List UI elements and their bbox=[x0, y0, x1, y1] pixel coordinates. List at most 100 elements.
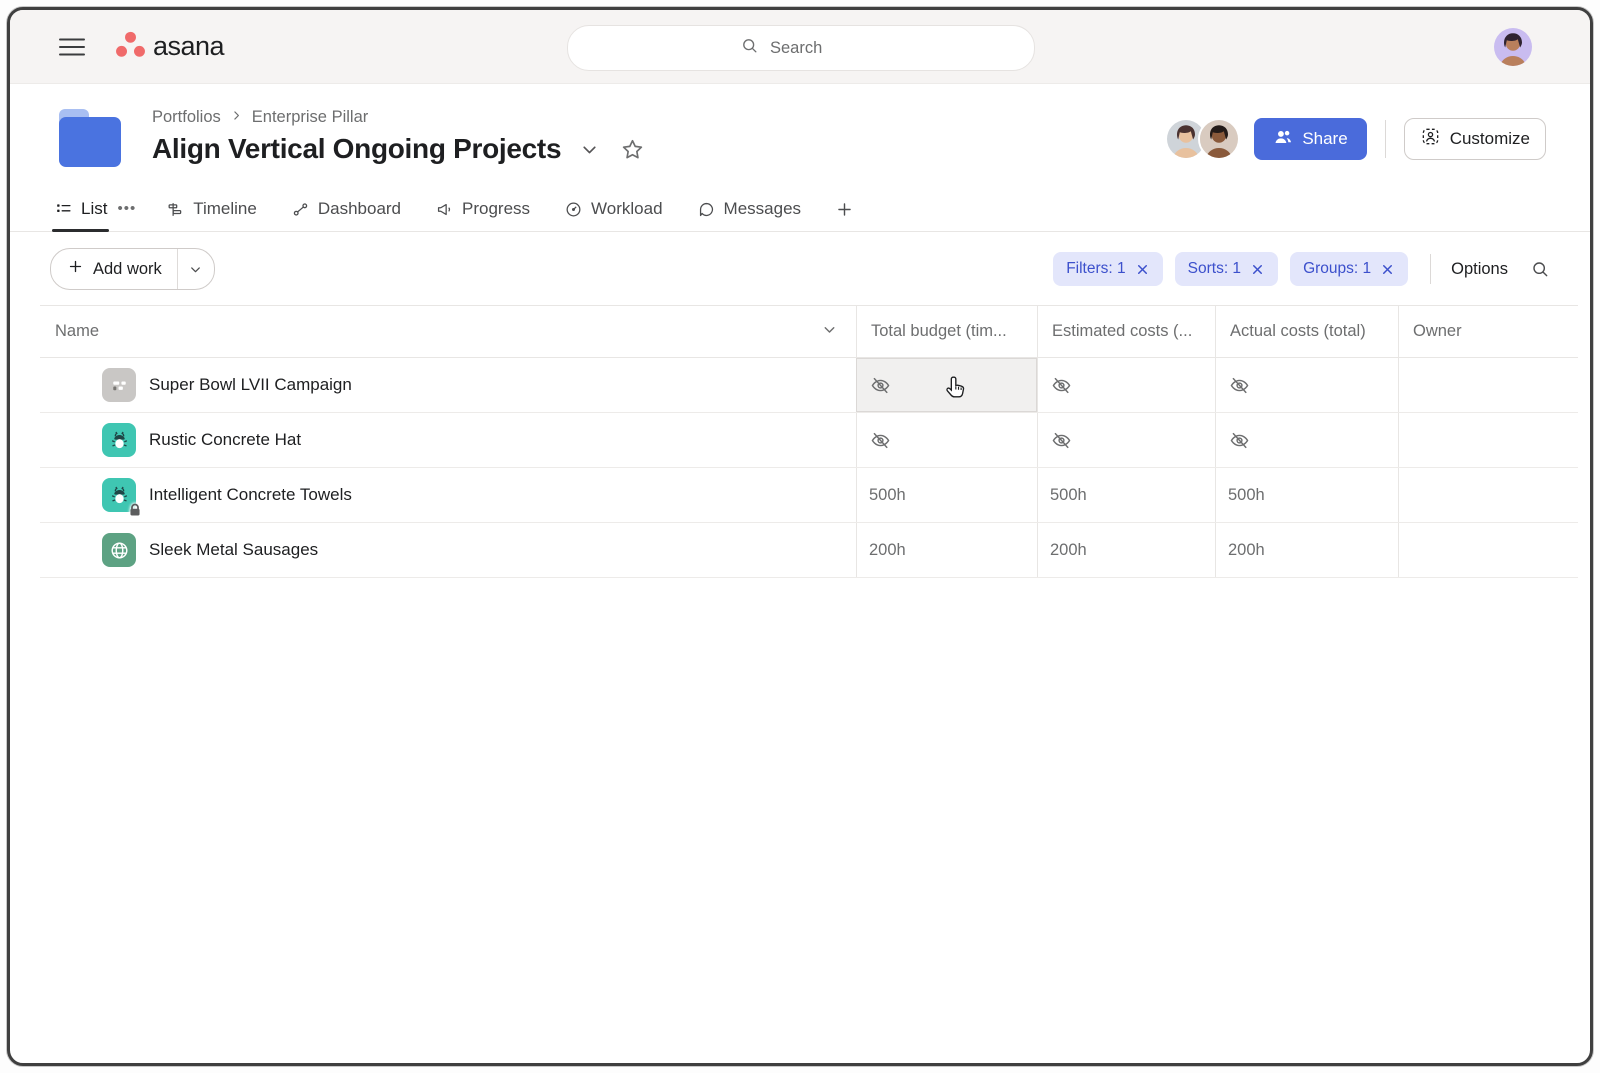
projects-table: Name Total budget (tim... Estimated cost… bbox=[40, 305, 1578, 578]
name-column-chevron-icon[interactable] bbox=[821, 321, 838, 343]
header-divider bbox=[1384, 120, 1386, 158]
project-name-cell[interactable]: Super Bowl LVII Campaign bbox=[40, 358, 856, 412]
tab-timeline[interactable]: Timeline bbox=[166, 199, 257, 231]
customize-button-label: Customize bbox=[1449, 129, 1530, 148]
column-header-owner[interactable]: Owner bbox=[1398, 306, 1578, 357]
share-button-label: Share bbox=[1302, 129, 1348, 148]
total-budget-cell[interactable] bbox=[856, 358, 1037, 412]
project-name-cell[interactable]: Rustic Concrete Hat bbox=[40, 413, 856, 467]
table-row[interactable]: Intelligent Concrete Towels 500h 500h 500h bbox=[40, 468, 1578, 523]
total-budget-cell[interactable]: 200h bbox=[856, 523, 1037, 577]
tab-list[interactable]: List bbox=[51, 199, 110, 232]
column-header-name[interactable]: Name bbox=[40, 306, 856, 357]
breadcrumb-portfolios[interactable]: Portfolios bbox=[152, 108, 221, 126]
asana-logo-text: asana bbox=[153, 31, 225, 61]
hidden-value-eye-slash-icon bbox=[869, 429, 892, 452]
chip-label: Groups: 1 bbox=[1303, 260, 1372, 277]
actual-costs-cell[interactable]: 200h bbox=[1215, 523, 1398, 577]
actual-costs-cell[interactable] bbox=[1215, 413, 1398, 467]
page-title: Align Vertical Ongoing Projects bbox=[152, 133, 562, 164]
toolbar: Add work Filters: 1 Sorts: 1 Groups: 1 Opt… bbox=[10, 245, 1590, 293]
chip-close-icon[interactable] bbox=[1135, 262, 1150, 277]
asana-logo[interactable]: asana bbox=[114, 29, 225, 65]
search-bar[interactable] bbox=[567, 25, 1035, 71]
tab-label: Messages bbox=[723, 199, 802, 218]
total-budget-cell[interactable] bbox=[856, 413, 1037, 467]
options-button[interactable]: Options bbox=[1441, 254, 1518, 285]
timeline-project-icon bbox=[102, 368, 136, 402]
customize-button[interactable]: Customize bbox=[1403, 118, 1546, 160]
search-icon bbox=[740, 36, 759, 60]
tab-label: Workload bbox=[591, 199, 663, 218]
share-button[interactable]: Share bbox=[1254, 118, 1367, 160]
mouse-cursor-hand-icon bbox=[943, 374, 970, 406]
table-row[interactable]: Rustic Concrete Hat bbox=[40, 413, 1578, 468]
owner-cell[interactable] bbox=[1398, 523, 1578, 577]
chip-filters[interactable]: Filters: 1 bbox=[1053, 252, 1163, 286]
breadcrumb-enterprise-pillar[interactable]: Enterprise Pillar bbox=[251, 108, 369, 126]
owner-cell[interactable] bbox=[1398, 358, 1578, 412]
actual-costs-cell[interactable] bbox=[1215, 358, 1398, 412]
estimated-costs-cell[interactable]: 500h bbox=[1037, 468, 1215, 522]
breadcrumb: Portfolios Enterprise Pillar bbox=[152, 108, 647, 127]
project-name: Intelligent Concrete Towels bbox=[149, 485, 352, 504]
chip-label: Sorts: 1 bbox=[1187, 260, 1242, 277]
column-header-estimated-costs[interactable]: Estimated costs (... bbox=[1037, 306, 1215, 357]
tab-overflow-menu-icon[interactable]: ••• bbox=[117, 200, 137, 217]
member-avatar[interactable] bbox=[1165, 118, 1208, 160]
total-budget-cell[interactable]: 500h bbox=[856, 468, 1037, 522]
project-name-cell[interactable]: Sleek Metal Sausages bbox=[40, 523, 856, 577]
title-chevron-down-icon[interactable] bbox=[577, 137, 602, 162]
page-header: Portfolios Enterprise Pillar Align Verti… bbox=[10, 84, 1590, 175]
actual-costs-cell[interactable]: 500h bbox=[1215, 468, 1398, 522]
tab-workload[interactable]: Workload bbox=[564, 199, 663, 231]
project-name: Super Bowl LVII Campaign bbox=[149, 375, 352, 394]
tab-label: Progress bbox=[462, 199, 531, 218]
column-header-name-label: Name bbox=[55, 322, 100, 340]
owner-cell[interactable] bbox=[1398, 413, 1578, 467]
table-row[interactable]: Sleek Metal Sausages 200h 200h 200h bbox=[40, 523, 1578, 578]
customize-icon bbox=[1420, 126, 1441, 152]
estimated-costs-cell[interactable] bbox=[1037, 413, 1215, 467]
chip-close-icon[interactable] bbox=[1250, 262, 1265, 277]
cell-value: 200h bbox=[1228, 540, 1265, 559]
estimated-costs-cell[interactable]: 200h bbox=[1037, 523, 1215, 577]
chip-groups[interactable]: Groups: 1 bbox=[1290, 252, 1409, 286]
tab-dashboard[interactable]: Dashboard bbox=[291, 199, 401, 231]
toolbar-divider bbox=[1430, 254, 1432, 284]
tab-progress[interactable]: Progress bbox=[435, 199, 530, 231]
hidden-value-eye-slash-icon bbox=[1228, 374, 1251, 397]
estimated-costs-cell[interactable] bbox=[1037, 358, 1215, 412]
list-search-icon[interactable] bbox=[1530, 259, 1550, 279]
lock-icon bbox=[128, 503, 142, 517]
bug-icon bbox=[102, 478, 140, 516]
hamburger-menu-icon[interactable] bbox=[52, 27, 92, 67]
chip-close-icon[interactable] bbox=[1380, 262, 1395, 277]
project-name: Sleek Metal Sausages bbox=[149, 540, 319, 559]
cell-value: 500h bbox=[869, 485, 906, 504]
project-name: Rustic Concrete Hat bbox=[149, 430, 302, 449]
add-work-dropdown-button[interactable] bbox=[176, 249, 214, 289]
hidden-value-eye-slash-icon bbox=[1228, 429, 1251, 452]
cell-value: 500h bbox=[1050, 485, 1087, 504]
add-work-label: Add work bbox=[93, 259, 162, 278]
hidden-value-eye-slash-icon bbox=[1050, 429, 1073, 452]
share-people-icon bbox=[1273, 127, 1293, 152]
column-header-total-budget[interactable]: Total budget (tim... bbox=[856, 306, 1037, 357]
project-name-cell[interactable]: Intelligent Concrete Towels bbox=[40, 468, 856, 522]
favorite-star-icon[interactable] bbox=[618, 135, 647, 164]
member-avatar[interactable] bbox=[1198, 118, 1241, 160]
add-tab-button[interactable] bbox=[835, 200, 854, 231]
tab-messages[interactable]: Messages bbox=[697, 199, 801, 231]
chip-sorts[interactable]: Sorts: 1 bbox=[1174, 252, 1279, 286]
table-row[interactable]: Super Bowl LVII Campaign bbox=[40, 358, 1578, 413]
bug-icon bbox=[102, 423, 136, 457]
user-avatar[interactable] bbox=[1494, 28, 1532, 66]
table-body: Super Bowl LVII Campaign Rustic Concrete … bbox=[40, 358, 1578, 578]
globe-icon bbox=[102, 533, 136, 567]
add-work-button[interactable]: Add work bbox=[51, 249, 177, 289]
owner-cell[interactable] bbox=[1398, 468, 1578, 522]
filter-chips: Filters: 1 Sorts: 1 Groups: 1 bbox=[1041, 252, 1409, 286]
search-input[interactable] bbox=[768, 37, 862, 59]
column-header-actual-costs[interactable]: Actual costs (total) bbox=[1215, 306, 1398, 357]
